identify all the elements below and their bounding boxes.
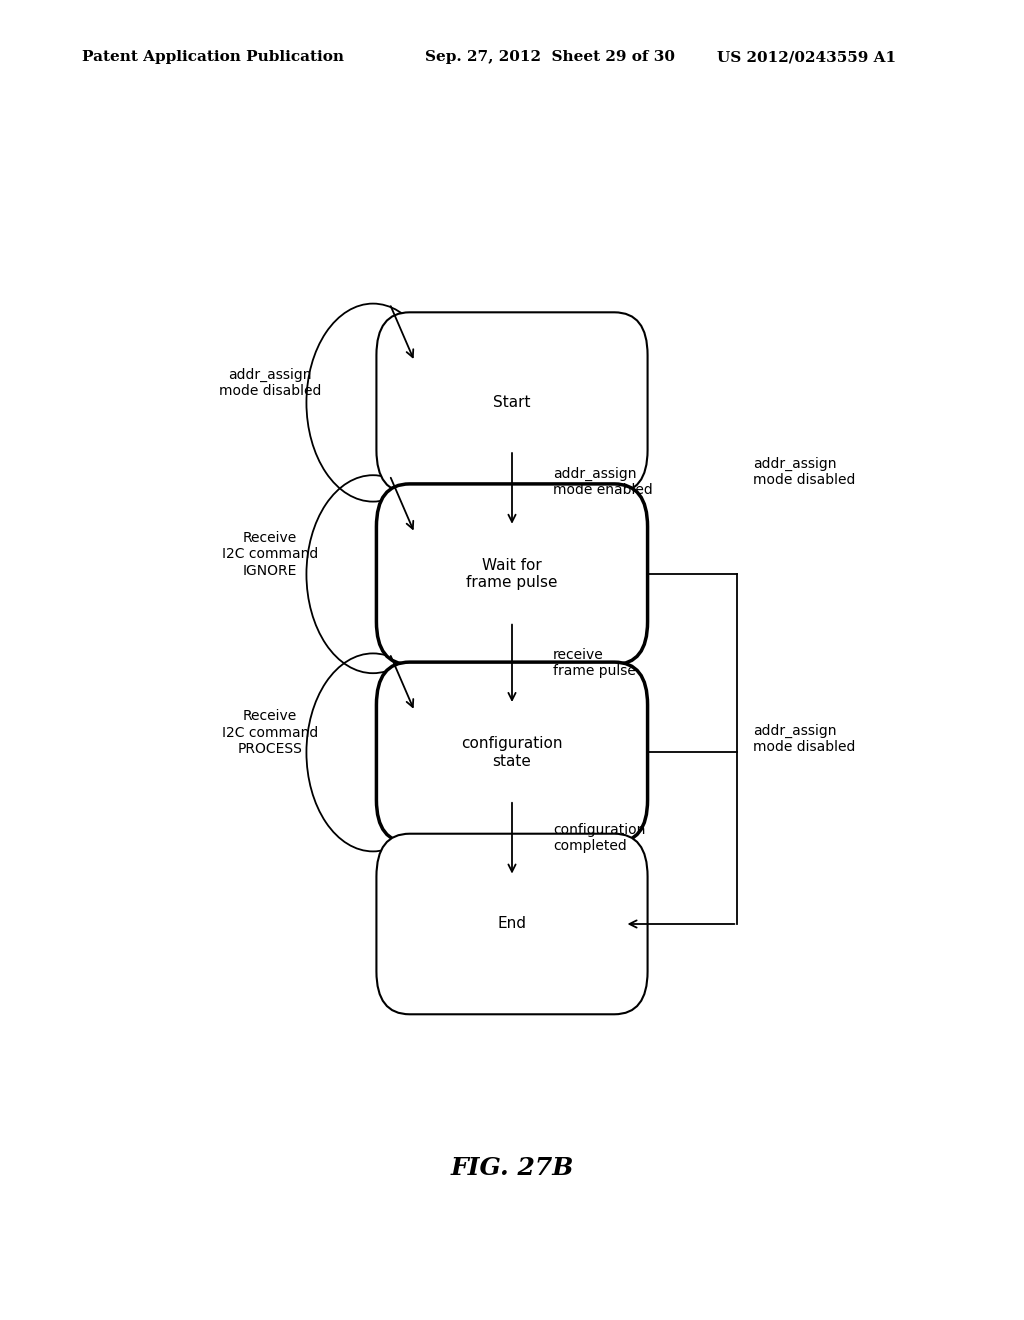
Text: addr_assign
mode enabled: addr_assign mode enabled (553, 467, 652, 496)
FancyBboxPatch shape (377, 663, 647, 842)
Text: Receive
I2C command
PROCESS: Receive I2C command PROCESS (222, 709, 317, 756)
Text: FIG. 27B: FIG. 27B (451, 1156, 573, 1180)
Text: addr_assign
mode disabled: addr_assign mode disabled (219, 368, 321, 397)
Text: receive
frame pulse: receive frame pulse (553, 648, 636, 678)
Text: Start: Start (494, 395, 530, 411)
FancyBboxPatch shape (377, 834, 647, 1014)
Text: configuration
completed: configuration completed (553, 824, 645, 853)
Text: Receive
I2C command
IGNORE: Receive I2C command IGNORE (222, 531, 317, 578)
Text: Patent Application Publication: Patent Application Publication (82, 50, 344, 65)
Text: US 2012/0243559 A1: US 2012/0243559 A1 (717, 50, 896, 65)
FancyBboxPatch shape (377, 484, 647, 664)
Text: Wait for
frame pulse: Wait for frame pulse (466, 558, 558, 590)
Text: configuration
state: configuration state (461, 737, 563, 768)
FancyBboxPatch shape (377, 313, 647, 492)
Text: End: End (498, 916, 526, 932)
Text: Sep. 27, 2012  Sheet 29 of 30: Sep. 27, 2012 Sheet 29 of 30 (425, 50, 675, 65)
Text: addr_assign
mode disabled: addr_assign mode disabled (753, 725, 855, 754)
Text: addr_assign
mode disabled: addr_assign mode disabled (753, 457, 855, 487)
